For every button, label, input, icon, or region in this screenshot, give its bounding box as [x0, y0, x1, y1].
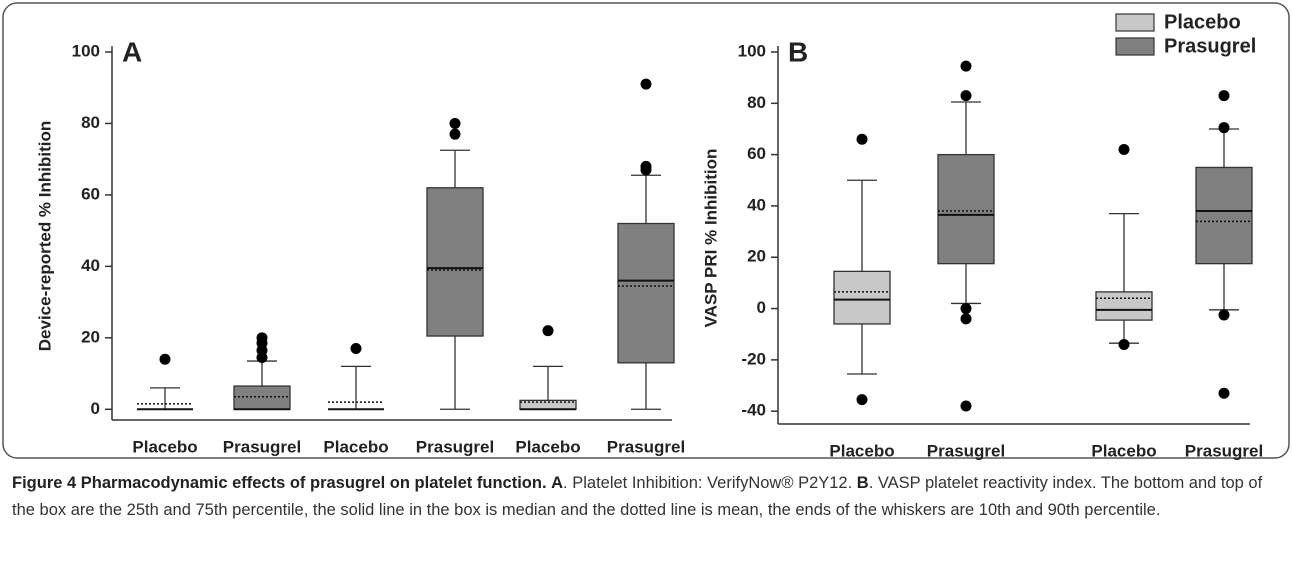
- y-tick-label: 100: [738, 41, 766, 60]
- y-tick-label: -20: [741, 349, 766, 368]
- y-tick-label: 100: [72, 41, 100, 60]
- x-tick-label: Placebo: [515, 437, 580, 456]
- box: [1095, 291, 1153, 321]
- y-tick-label: 0: [91, 399, 100, 418]
- y-axis-label: Device-reported % Inhibition: [35, 121, 54, 351]
- figure: 0 20 40 60 80 100 Device-reported % Inhibition…: [2, 2, 1290, 462]
- x-tick-label: Placebo: [829, 441, 894, 460]
- y-tick-label: 0: [757, 298, 766, 317]
- box: [937, 153, 995, 265]
- outlier: [640, 78, 652, 90]
- y-tick-label: 60: [81, 184, 100, 203]
- y-tick-label: 20: [747, 247, 766, 266]
- outlier: [960, 303, 972, 315]
- outlier: [350, 343, 362, 355]
- box: [617, 222, 675, 364]
- outlier: [856, 133, 868, 145]
- outlier: [856, 394, 868, 406]
- y-tick-label: 80: [81, 113, 100, 132]
- panel-label: B: [788, 36, 808, 67]
- x-tick-label: Placebo: [132, 437, 197, 456]
- outlier: [159, 353, 171, 365]
- box: [833, 270, 891, 325]
- outlier: [542, 325, 554, 337]
- box: [233, 385, 291, 410]
- group-label: Day 0: [191, 461, 236, 462]
- outlier: [449, 128, 461, 140]
- outlier: [640, 160, 652, 172]
- y-tick-label: 20: [81, 327, 100, 346]
- legend-swatch: [1115, 37, 1155, 56]
- x-tick-label: Placebo: [323, 437, 388, 456]
- outlier: [1118, 143, 1130, 155]
- group-label: Day 10: [378, 461, 433, 462]
- outlier: [960, 313, 972, 325]
- legend-label: Prasugrel: [1164, 35, 1256, 57]
- outlier: [1118, 338, 1130, 350]
- outlier: [960, 60, 972, 72]
- y-axis-label: VASP PRI % Inhibition: [701, 149, 720, 328]
- x-tick-label: Prasugrel: [223, 437, 301, 456]
- x-tick-label: Prasugrel: [416, 437, 494, 456]
- y-tick-label: 40: [747, 195, 766, 214]
- outlier: [960, 400, 972, 412]
- outlier: [256, 332, 268, 344]
- group-label: Day 30: [570, 461, 625, 462]
- outlier: [1218, 309, 1230, 321]
- outlier: [960, 90, 972, 102]
- caption-b-label: B: [856, 474, 869, 492]
- outlier: [1218, 122, 1230, 134]
- outlier: [1218, 90, 1230, 102]
- caption-title: Figure 4 Pharmacodynamic effects of pras…: [12, 474, 547, 492]
- caption: Figure 4 Pharmacodynamic effects of pras…: [12, 470, 1282, 524]
- y-tick-label: -40: [741, 401, 766, 420]
- x-tick-label: Prasugrel: [1185, 441, 1263, 460]
- panel-label: A: [122, 36, 142, 67]
- legend-swatch: [1115, 13, 1155, 32]
- box: [426, 187, 484, 337]
- x-tick-label: Prasugrel: [607, 437, 685, 456]
- caption-b-text: . VASP platelet reactivity index. The bo…: [12, 474, 1263, 519]
- legend-label: Placebo: [1164, 11, 1241, 33]
- y-tick-label: 40: [81, 256, 100, 275]
- outlier: [449, 117, 461, 129]
- figure-frame: [2, 2, 1290, 459]
- x-tick-label: Prasugrel: [927, 441, 1005, 460]
- x-tick-label: Placebo: [1091, 441, 1156, 460]
- caption-a-label: A: [551, 474, 564, 492]
- y-tick-label: 60: [747, 144, 766, 163]
- y-tick-label: 80: [747, 93, 766, 112]
- caption-a-text: . Platelet Inhibition: VerifyNow® P2Y12.: [563, 474, 853, 492]
- box: [1195, 166, 1253, 265]
- outlier: [1218, 387, 1230, 399]
